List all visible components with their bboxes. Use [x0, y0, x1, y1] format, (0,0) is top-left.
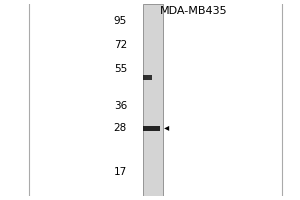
Text: 55: 55 [114, 64, 127, 74]
Text: 72: 72 [114, 40, 127, 50]
Bar [143, 75, 152, 80]
Bar [143, 4, 163, 196]
Text: 36: 36 [114, 101, 127, 111]
Text: 95: 95 [114, 16, 127, 26]
Bar [148, 75, 150, 80]
Bar [150, 75, 152, 80]
Text: 28: 28 [114, 123, 127, 133]
Bar [143, 75, 145, 80]
Text: MDA-MB435: MDA-MB435 [159, 6, 227, 16]
Bar [145, 75, 146, 80]
Text: 17: 17 [114, 167, 127, 177]
Bar [146, 75, 148, 80]
Bar [143, 126, 160, 131]
FancyBboxPatch shape [29, 2, 283, 198]
